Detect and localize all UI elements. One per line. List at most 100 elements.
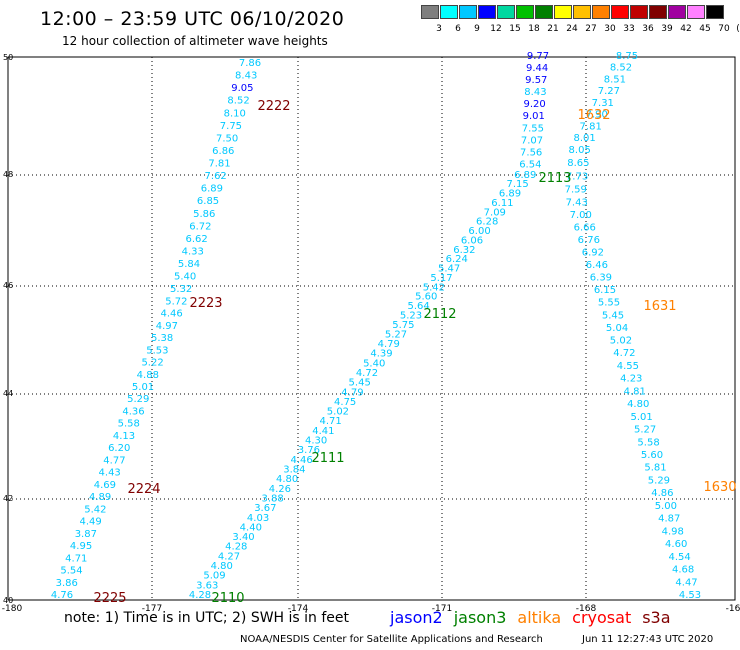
wave-height-value: 7.00 <box>570 210 592 221</box>
wave-height-value: 5.42 <box>84 504 106 515</box>
wave-height-value: 3.87 <box>75 529 97 540</box>
legend-swatch <box>706 5 724 19</box>
legend-swatch <box>421 5 439 19</box>
latitude-tick-label: 48 <box>3 170 13 179</box>
pass-number-label: 1632 <box>577 108 610 123</box>
satellite-s3a: s3a <box>642 608 671 627</box>
wave-height-value: 4.47 <box>675 577 697 588</box>
wave-height-value: 6.72 <box>189 221 211 232</box>
wave-height-value: 6.46 <box>586 260 608 271</box>
wave-height-value: 5.54 <box>60 566 82 577</box>
wave-height-value: 6.54 <box>519 159 541 170</box>
wave-height-value: 9.57 <box>525 75 547 86</box>
wave-height-value: 8.43 <box>524 87 546 98</box>
latitude-tick-label: 46 <box>3 281 13 290</box>
legend-swatch <box>440 5 458 19</box>
wave-height-value: 7.86 <box>239 58 261 69</box>
wave-height-value: 8.52 <box>227 96 249 107</box>
satellite-key: jason2 jason3 altika cryosat s3a <box>390 608 682 627</box>
legend-swatch <box>668 5 686 19</box>
wave-height-value: 6.62 <box>185 234 207 245</box>
wave-height-value: 6.20 <box>108 443 130 454</box>
wave-height-value: 7.75 <box>220 121 242 132</box>
wave-height-value: 4.98 <box>662 526 684 537</box>
wave-height-value: 8.05 <box>569 145 591 156</box>
pass-number-label: 1631 <box>643 299 676 314</box>
wave-height-value: 7.50 <box>216 133 238 144</box>
legend-label: 36 <box>642 24 654 34</box>
wave-height-value: 7.73 <box>566 171 588 182</box>
wave-height-value: 9.05 <box>231 83 253 94</box>
wave-height-value: 6.28 <box>476 217 498 228</box>
wave-height-value: 5.81 <box>644 463 666 474</box>
map-frame <box>7 56 736 601</box>
wave-height-value: 7.56 <box>520 147 542 158</box>
wave-height-value: 5.86 <box>193 209 215 220</box>
legend-swatch <box>535 5 553 19</box>
wave-height-value: 4.33 <box>182 246 204 257</box>
legend-label: 30 <box>604 24 616 34</box>
wave-height-value: 9.20 <box>523 99 545 110</box>
legend-label: 45 <box>699 24 711 34</box>
longitude-tick-label: -171 <box>432 604 452 614</box>
wave-height-value: 7.62 <box>205 171 227 182</box>
wave-height-value: 9.77 <box>527 51 549 62</box>
wave-height-value: 4.79 <box>378 339 400 350</box>
wave-height-value: 5.27 <box>385 329 407 340</box>
wave-height-value: 4.26 <box>269 484 291 495</box>
wave-height-value: 8.43 <box>235 71 257 82</box>
wave-height-value: 4.60 <box>665 539 687 550</box>
legend-label: 9 <box>474 24 480 34</box>
wave-height-value: 4.95 <box>70 541 92 552</box>
legend-swatch <box>649 5 667 19</box>
latitude-tick-label: 42 <box>3 494 13 503</box>
wave-height-value: 5.02 <box>610 335 632 346</box>
wave-height-value: 4.77 <box>103 455 125 466</box>
wave-height-value: 7.90 <box>586 110 608 121</box>
wave-height-value: 6.92 <box>582 248 604 259</box>
wave-height-value: 6.11 <box>491 198 513 209</box>
wave-height-value: 5.23 <box>400 310 422 321</box>
wave-height-value: 6.00 <box>468 226 490 237</box>
wave-height-value: 8.51 <box>604 74 626 85</box>
wave-height-value: 4.89 <box>89 492 111 503</box>
credit-line: NOAA/NESDIS Center for Satellite Applica… <box>240 634 543 645</box>
wave-height-value: 5.45 <box>602 310 624 321</box>
wave-height-value: 6.89 <box>201 184 223 195</box>
wave-height-value: 5.58 <box>118 419 140 430</box>
wave-height-value: 5.42 <box>423 282 445 293</box>
wave-height-value: 3.76 <box>298 445 320 456</box>
legend-swatch <box>592 5 610 19</box>
wave-height-value: 4.23 <box>620 374 642 385</box>
wave-height-value: 7.15 <box>507 179 529 190</box>
wave-height-value: 8.65 <box>567 158 589 169</box>
legend-swatch <box>516 5 534 19</box>
pass-number-label: 2225 <box>93 591 126 606</box>
pass-number-label: 2223 <box>189 296 222 311</box>
wave-height-value: 4.27 <box>218 551 240 562</box>
wave-height-value: 5.02 <box>327 407 349 418</box>
wave-height-value: 6.89 <box>514 170 536 181</box>
wave-height-value: 4.68 <box>672 565 694 576</box>
wave-height-value: 9.01 <box>523 111 545 122</box>
latitude-tick-label: 40 <box>3 596 13 605</box>
wave-height-value: 7.07 <box>521 135 543 146</box>
wave-height-value: 4.53 <box>679 590 701 601</box>
wave-height-value: 6.86 <box>212 146 234 157</box>
wave-height-value: 5.29 <box>127 394 149 405</box>
legend-swatch <box>573 5 591 19</box>
wave-height-value: 8.52 <box>610 63 632 74</box>
wave-height-value: 5.00 <box>655 501 677 512</box>
pass-number-label: 2224 <box>127 482 160 497</box>
wave-height-value: 5.17 <box>430 273 452 284</box>
longitude-tick-label: -177 <box>142 604 162 614</box>
wave-height-value: 7.09 <box>484 207 506 218</box>
footnote: note: 1) Time is in UTC; 2) SWH is in fe… <box>64 610 350 626</box>
wave-height-value: 4.43 <box>99 468 121 479</box>
wave-height-value: 5.01 <box>132 382 154 393</box>
wave-height-value: 5.09 <box>203 571 225 582</box>
wave-height-value: 4.40 <box>240 522 262 533</box>
legend-swatch <box>687 5 705 19</box>
legend-swatch <box>630 5 648 19</box>
wave-height-value: 5.22 <box>141 358 163 369</box>
